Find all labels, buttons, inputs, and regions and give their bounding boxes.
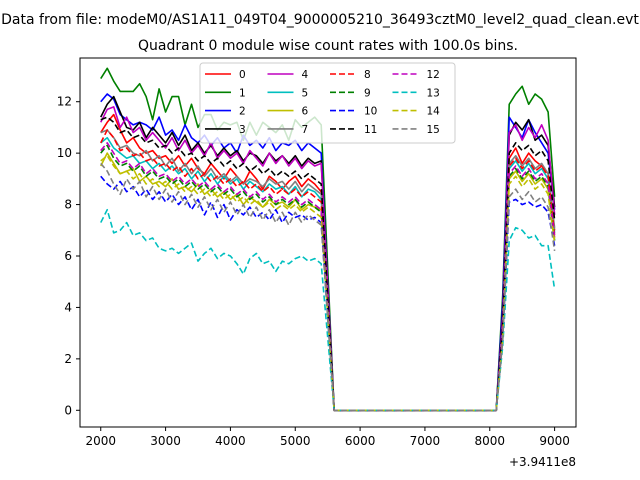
axes: 2000 3000 4000 5000 6000 7000 8000 900002468101… <box>57 57 577 448</box>
series-line-10 <box>100 175 556 412</box>
x-tick-label: 6000 <box>345 434 376 448</box>
x-tick-label: 3000 <box>150 434 181 448</box>
legend-label-11: 11 <box>364 124 377 136</box>
y-tick-label: 10 <box>57 146 72 160</box>
legend-label-8: 8 <box>364 69 371 81</box>
series-line-12 <box>100 142 556 412</box>
x-tick-label: 7000 <box>410 434 441 448</box>
plot-frame <box>79 57 577 428</box>
x-tick-label: 4000 <box>215 434 246 448</box>
legend-label-0: 0 <box>239 69 246 81</box>
series-line-14 <box>100 154 556 412</box>
legend-label-12: 12 <box>427 69 440 81</box>
legend-label-9: 9 <box>364 87 371 99</box>
legend-label-3: 3 <box>239 124 246 136</box>
plot-area <box>100 67 556 412</box>
x-tick-label: 5000 <box>280 434 311 448</box>
legend-box <box>199 62 456 144</box>
x-tick-label: 8000 <box>474 434 505 448</box>
legend-label-5: 5 <box>302 87 309 99</box>
x-tick-label: 2000 <box>85 434 116 448</box>
y-tick-label: 6 <box>64 249 72 263</box>
legend-label-10: 10 <box>364 106 377 118</box>
x-axis-offset-label: +3.9411e8 <box>509 455 576 469</box>
chart-title: Quadrant 0 module wise count rates with … <box>138 38 518 54</box>
x-tick-label: 9000 <box>539 434 570 448</box>
y-tick-label: 4 <box>64 300 72 314</box>
legend-label-1: 1 <box>239 87 246 99</box>
legend-label-13: 13 <box>427 87 440 99</box>
legend-label-14: 14 <box>427 106 441 118</box>
figure-suptitle: Data from file: modeM0/AS1A11_049T04_900… <box>1 12 639 28</box>
series-layer <box>100 67 556 412</box>
legend-label-6: 6 <box>302 106 309 118</box>
series-line-15 <box>100 162 556 412</box>
legend-label-7: 7 <box>302 124 309 136</box>
y-tick-label: 12 <box>57 95 72 109</box>
y-tick-label: 2 <box>64 352 72 366</box>
legend-label-2: 2 <box>239 106 246 118</box>
legend-label-4: 4 <box>302 69 309 81</box>
legend-label-15: 15 <box>427 124 440 136</box>
series-line-13 <box>100 208 556 412</box>
y-tick-label: 0 <box>64 403 72 417</box>
y-tick-label: 8 <box>64 198 72 212</box>
